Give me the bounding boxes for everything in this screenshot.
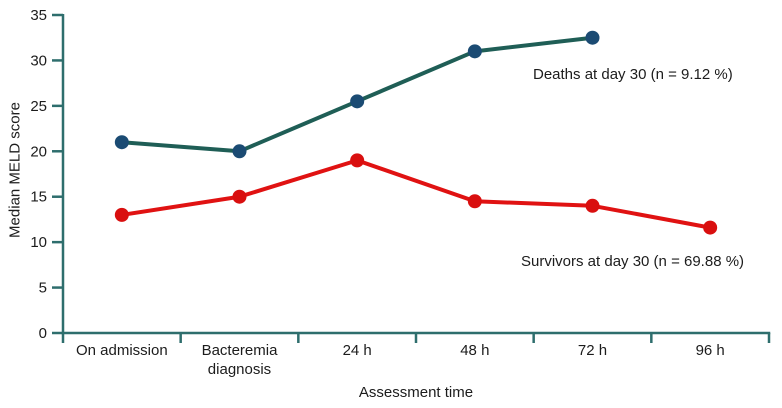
deaths-marker bbox=[350, 94, 365, 109]
y-tick-label: 0 bbox=[39, 325, 47, 342]
survivors-marker bbox=[350, 153, 365, 168]
x-axis-title: Assessment time bbox=[358, 384, 474, 401]
survivors-series-label: Survivors at day 30 (n = 69.88 %) bbox=[521, 253, 745, 270]
survivors-marker bbox=[467, 194, 482, 209]
x-tick-label: 96 h bbox=[696, 342, 725, 359]
deaths-marker bbox=[585, 30, 600, 45]
survivors-marker bbox=[232, 189, 247, 204]
deaths-marker bbox=[232, 144, 247, 159]
y-tick-label: 5 bbox=[39, 280, 47, 297]
x-tick-label: 72 h bbox=[578, 342, 607, 359]
deaths-series-label: Deaths at day 30 (n = 9.12 %) bbox=[533, 66, 733, 83]
y-tick-label: 35 bbox=[30, 7, 47, 24]
y-axis-title: Median MELD score bbox=[6, 102, 24, 238]
y-tick-label: 20 bbox=[30, 143, 47, 160]
y-tick-label: 15 bbox=[30, 189, 47, 206]
x-tick-label: On admission bbox=[76, 342, 168, 359]
y-tick-label: 25 bbox=[30, 98, 47, 115]
survivors-marker bbox=[703, 220, 718, 235]
survivors-marker bbox=[585, 198, 600, 213]
x-tick-label: Bacteremia diagnosis bbox=[202, 342, 279, 378]
survivors-line bbox=[119, 158, 713, 230]
deaths-marker bbox=[467, 44, 482, 59]
x-tick-label: 48 h bbox=[460, 342, 489, 359]
deaths-marker bbox=[114, 135, 129, 150]
y-tick-label: 10 bbox=[30, 234, 47, 251]
survivors-marker bbox=[114, 207, 129, 222]
y-tick-label: 30 bbox=[30, 52, 47, 69]
x-tick-label: 24 h bbox=[343, 342, 372, 359]
